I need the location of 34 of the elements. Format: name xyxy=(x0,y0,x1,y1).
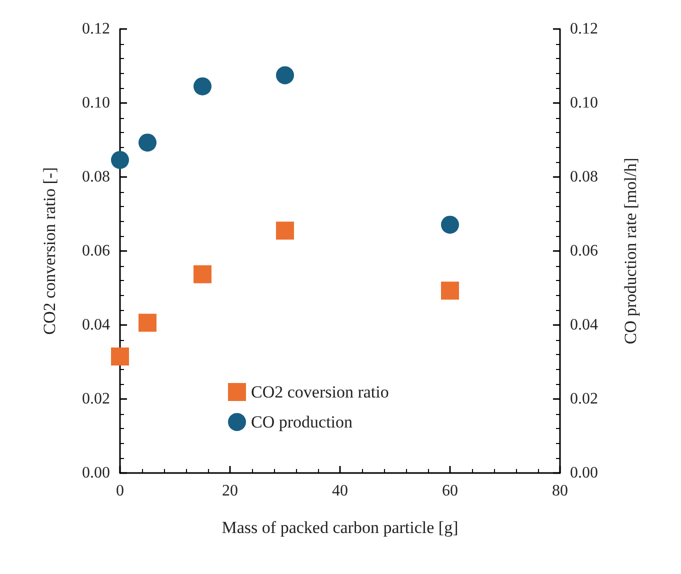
y2-tick-label: 0.08 xyxy=(570,168,598,186)
y-tick-label: 0.04 xyxy=(82,316,110,334)
legend-label: CO production xyxy=(251,412,354,432)
point xyxy=(441,216,459,234)
y2-tick-label: 0.10 xyxy=(570,94,598,112)
x-tick-label: 40 xyxy=(332,482,348,500)
y2-tick-label: 0.04 xyxy=(570,316,598,334)
point xyxy=(276,66,294,84)
x-tick-label: 80 xyxy=(552,482,568,500)
point xyxy=(138,314,156,332)
y-tick-label: 0.02 xyxy=(82,390,110,408)
point xyxy=(276,222,294,240)
point xyxy=(441,282,459,300)
x-tick-label: 60 xyxy=(442,482,458,500)
y-axis-title: CO2 conversion ratio [-] xyxy=(40,167,59,335)
y2-tick-label: 0.06 xyxy=(570,242,598,260)
legend-label: CO2 coversion ratio xyxy=(251,382,389,402)
point xyxy=(194,77,212,96)
y-tick-label: 0.12 xyxy=(82,20,110,38)
point xyxy=(194,265,212,284)
y-tick-label: 0.00 xyxy=(82,464,110,482)
y2-tick-label: 0.12 xyxy=(570,20,598,38)
x-tick-label: 0 xyxy=(116,482,124,500)
point xyxy=(138,134,156,152)
y2-tick-label: 0.00 xyxy=(570,464,598,482)
y-tick-label: 0.06 xyxy=(82,242,110,260)
y2-tick-label: 0.02 xyxy=(570,390,598,408)
point xyxy=(111,347,129,366)
x-axis-title: Mass of packed carbon particle [g] xyxy=(222,518,458,537)
x-tick-label: 20 xyxy=(222,482,238,500)
y2-axis-title: CO production rate [mol/h] xyxy=(621,158,640,344)
point xyxy=(111,150,129,169)
y-tick-label: 0.08 xyxy=(82,168,110,186)
y-tick-label: 0.10 xyxy=(82,94,110,112)
